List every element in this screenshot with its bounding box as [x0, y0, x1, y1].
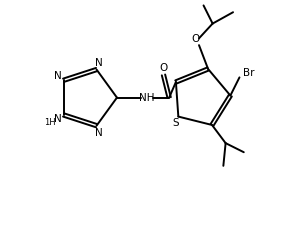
Text: N: N [54, 71, 62, 81]
Text: N: N [95, 128, 103, 138]
Text: 1H: 1H [44, 118, 56, 127]
Text: N: N [54, 114, 62, 124]
Text: NH: NH [139, 93, 154, 103]
Text: O: O [159, 63, 168, 73]
Text: Br: Br [243, 68, 254, 78]
Text: S: S [173, 118, 179, 128]
Text: O: O [191, 35, 200, 44]
Text: N: N [95, 58, 103, 68]
